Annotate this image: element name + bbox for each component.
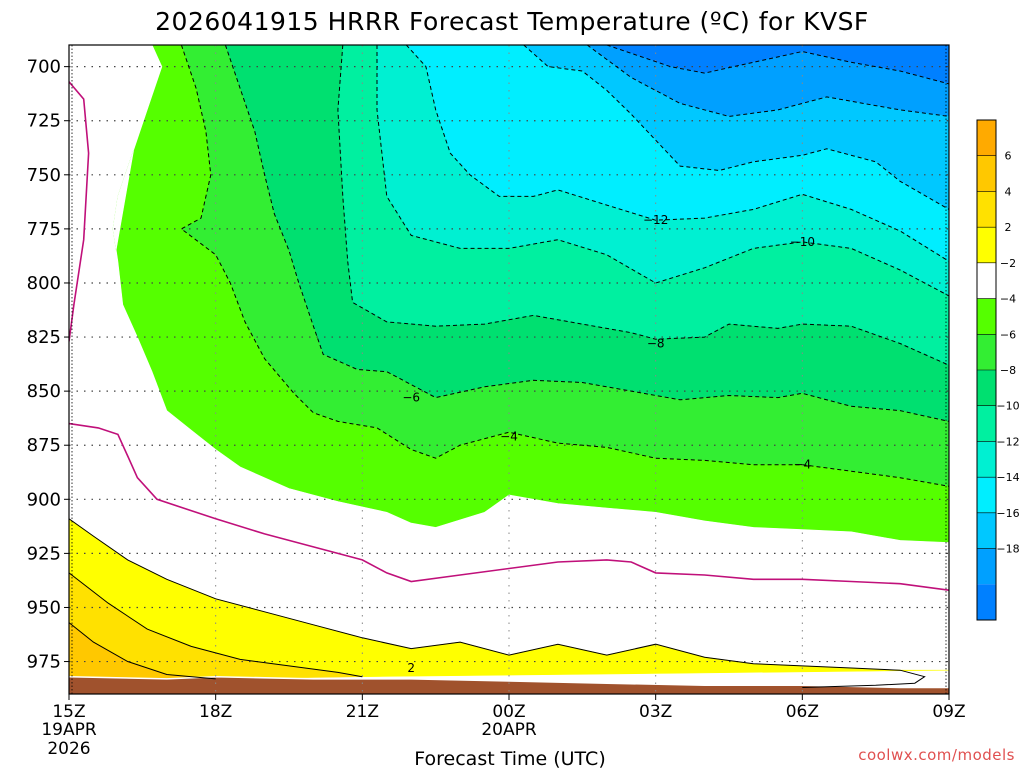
colorbar-label-1: 4 <box>1005 185 1012 198</box>
colorbar-swatch-9 <box>977 441 996 478</box>
contour-6 <box>69 622 216 680</box>
xtick-date-15Z: 19APR <box>41 720 97 740</box>
contour-minus12 <box>523 45 949 210</box>
xtick-label-21Z: 21Z <box>346 702 379 722</box>
xtick-label-18Z: 18Z <box>199 702 232 722</box>
contour-label-5: −4 <box>793 458 811 472</box>
colorbar-label-4: −4 <box>1000 293 1016 306</box>
x-axis-label: Forecast Time (UTC) <box>414 748 605 768</box>
colorbar-label-0: 6 <box>1005 150 1012 163</box>
colorbar-swatch-4 <box>977 262 996 299</box>
colorbar-swatch-6 <box>977 334 996 370</box>
xtick-label-06Z: 06Z <box>786 702 819 722</box>
xtick-label-00Z: 00Z <box>492 702 525 722</box>
colorbar-label-9: −14 <box>996 471 1019 484</box>
ytick-label-850: 850 <box>27 381 61 402</box>
plot-area: −12 −10 −8 −6 −4 −4 2 700 725 750 775 800 825 850 875 9… <box>27 44 966 759</box>
ytick-label-825: 825 <box>27 327 61 348</box>
colorbar-label-11: −18 <box>996 543 1019 556</box>
xtick-year-15Z: 2026 <box>47 739 90 759</box>
contour-label-4: −4 <box>500 430 518 444</box>
ytick-label-750: 750 <box>27 165 61 186</box>
colorbar-label-2: 2 <box>1005 221 1012 234</box>
contour-minus8 <box>376 45 949 297</box>
colorbar-label-8: −12 <box>996 435 1019 448</box>
ytick-label-950: 950 <box>27 597 61 618</box>
ytick-label-725: 725 <box>27 111 61 132</box>
ytick-label-775: 775 <box>27 219 61 240</box>
contour-minus10 <box>405 45 949 262</box>
xtick-label-09Z: 09Z <box>932 702 965 722</box>
ytick-label-875: 875 <box>27 435 61 456</box>
colorbar-swatch-3 <box>977 227 996 263</box>
colorbar-swatch-10 <box>977 477 996 513</box>
colorbar-label-7: −10 <box>996 400 1019 413</box>
xtick-date-00Z: 20APR <box>481 720 537 740</box>
contour-2 <box>69 518 926 688</box>
colorbar-swatch-7 <box>977 370 996 406</box>
contour-label-3: −6 <box>402 391 420 405</box>
ytick-label-975: 975 <box>27 652 61 673</box>
contour-minus16 <box>606 45 949 85</box>
contour-minus4 <box>224 45 949 422</box>
colorbar-label-10: −16 <box>996 507 1019 520</box>
ytick-label-925: 925 <box>27 543 61 564</box>
colorbar-swatch-2 <box>977 191 996 228</box>
colorbar-label-6: −8 <box>1000 364 1016 377</box>
plot-body: −12 −10 −8 −6 −4 −4 2 <box>69 45 949 694</box>
ytick-label-700: 700 <box>27 57 61 78</box>
colorbar-swatch-11 <box>977 512 996 549</box>
chart-title: 2026041915 HRRR Forecast Temperature (ºC… <box>155 7 869 36</box>
ytick-label-800: 800 <box>27 273 61 294</box>
colorbar-swatch-12 <box>977 548 996 585</box>
contour-label-0: −12 <box>643 213 668 227</box>
contour-minus2 <box>180 45 949 487</box>
ytick-label-900: 900 <box>27 489 61 510</box>
xtick-label-03Z: 03Z <box>639 702 672 722</box>
contour-minus14 <box>586 45 949 117</box>
colorbar-swatch-13 <box>977 584 996 620</box>
contour-label-1: −10 <box>790 235 815 249</box>
colorbar-label-5: −6 <box>1000 328 1016 341</box>
colorbar-swatch-8 <box>977 405 996 442</box>
contour-0 <box>69 422 949 591</box>
colorbar-swatch-1 <box>977 155 996 192</box>
contour-label-6: 2 <box>407 661 415 675</box>
contour-4 <box>69 572 363 678</box>
contour-label-2: −8 <box>647 337 665 351</box>
contour-0-loop <box>69 81 90 342</box>
xtick-label-15Z: 15Z <box>52 702 85 722</box>
terrain-ground <box>69 676 949 694</box>
colorbar-swatch-5 <box>977 298 996 335</box>
colorbar-swatch-0 <box>977 120 996 156</box>
credit-text: coolwx.com/models <box>858 746 1015 764</box>
colorbar-label-3: −2 <box>1000 257 1016 270</box>
colorbar: 6 4 2 −2 −4 −6 −8 −10 −12 −14 −16 −18 <box>976 119 1020 621</box>
